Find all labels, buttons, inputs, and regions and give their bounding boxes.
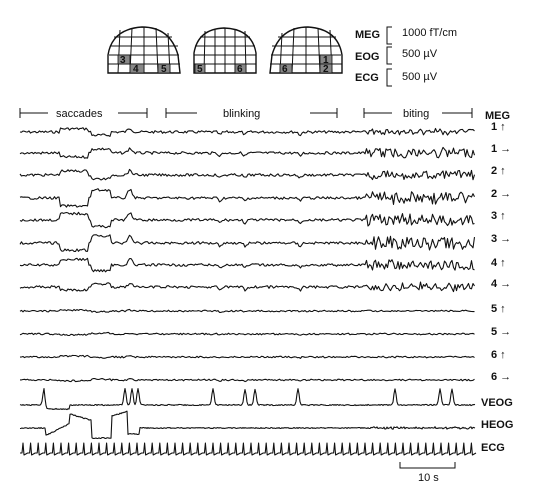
channel-label-1: 1 ↑ <box>491 121 506 133</box>
meg-trace-12 <box>20 377 475 383</box>
channel-label-6: 3 → <box>491 233 511 245</box>
helmet-back-label-2: 6 <box>237 64 243 75</box>
scale-eog-value: 500 µV <box>402 48 438 60</box>
channel-labels: 1 ↑ 1 → 2 ↑ 2 → 3 ↑ 3 → 4 ↑ 4 → 5 ↑ 5 → 6 ↑ 6 → VEOG… <box>481 121 513 454</box>
segment-markers: saccades blinking biting MEG <box>19 108 510 122</box>
scale-ecg-name: ECG <box>355 72 379 84</box>
channel-label-3: 2 ↑ <box>491 165 506 177</box>
helmet-right-label-3: 2 <box>323 64 329 75</box>
meg-trace-2 <box>19 146 476 159</box>
meg-trace-5 <box>19 211 475 229</box>
helmet-left-label-3: 5 <box>161 64 167 75</box>
channel-label-9: 5 ↑ <box>491 303 506 315</box>
time-scale-label: 10 s <box>418 472 439 484</box>
meg-trace-1 <box>19 127 475 137</box>
helmet-back-label-1: 5 <box>197 64 203 75</box>
scale-ecg-value: 500 µV <box>402 71 438 83</box>
meg-trace-9 <box>19 308 475 313</box>
amplitude-scale-bars: MEG 1000 fT/cm EOG 500 µV ECG 500 µV <box>355 26 457 87</box>
segment-biting: biting <box>403 108 429 120</box>
scale-meg-value: 1000 fT/cm <box>402 27 457 39</box>
channel-label-13: VEOG <box>481 397 513 409</box>
helmet-right-view: 6 1 2 <box>269 26 343 75</box>
veog-trace <box>19 387 476 411</box>
heog-trace <box>19 410 476 440</box>
helmet-right-label-2: 1 <box>323 55 329 66</box>
helmet-back-view: 5 6 <box>193 27 257 75</box>
scale-eog-name: EOG <box>355 51 379 63</box>
helmet-left-label-2: 4 <box>133 64 139 75</box>
meg-trace-3 <box>19 168 476 181</box>
channel-label-4: 2 → <box>491 188 511 200</box>
meg-trace-6 <box>19 234 476 252</box>
channel-label-15: ECG <box>481 442 505 454</box>
meg-trace-4 <box>19 188 475 208</box>
helmet-left-view: 3 4 5 <box>107 26 181 75</box>
segment-saccades: saccades <box>56 108 103 120</box>
channel-label-2: 1 → <box>491 143 511 155</box>
signal-traces <box>19 127 477 456</box>
meg-trace-10 <box>19 331 475 337</box>
segment-blinking: blinking <box>223 108 260 120</box>
channel-label-8: 4 → <box>491 278 511 290</box>
channel-label-14: HEOG <box>481 419 513 431</box>
helmet-left-label-1: 3 <box>120 55 126 66</box>
channel-label-7: 4 ↑ <box>491 257 506 269</box>
channel-label-11: 6 ↑ <box>491 349 506 361</box>
channel-label-5: 3 ↑ <box>491 210 506 222</box>
channel-label-10: 5 → <box>491 326 511 338</box>
channel-label-12: 6 → <box>491 371 511 383</box>
ecg-trace <box>20 442 477 456</box>
helmet-right-label-1: 6 <box>282 64 288 75</box>
scale-meg-name: MEG <box>355 29 380 41</box>
meg-trace-7 <box>19 257 475 273</box>
meg-header: MEG <box>485 110 510 122</box>
meg-trace-11 <box>19 354 475 359</box>
meg-trace-8 <box>19 281 475 293</box>
time-scale-bar: 10 s <box>399 462 456 484</box>
